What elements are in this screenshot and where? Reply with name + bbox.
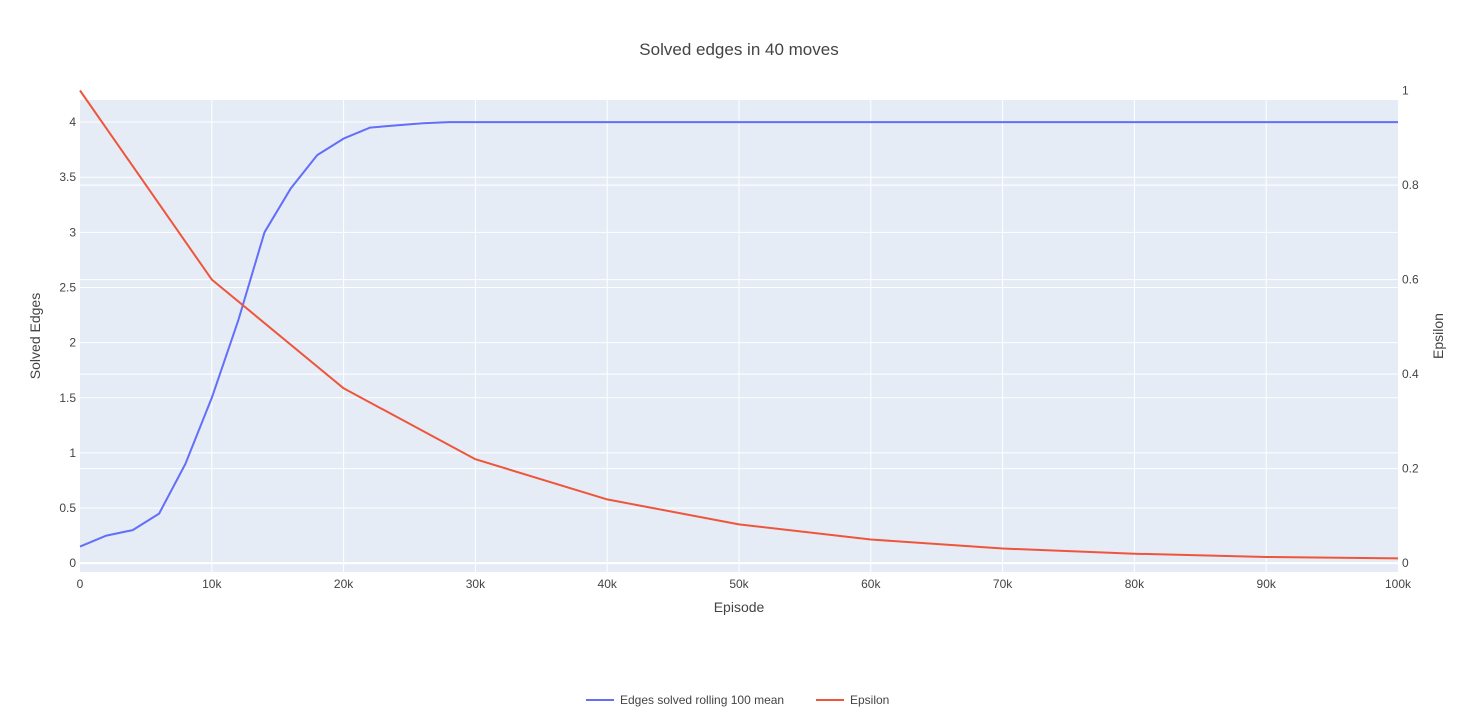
legend-label-edges: Edges solved rolling 100 mean — [620, 693, 784, 707]
legend-label-epsilon: Epsilon — [850, 693, 889, 707]
y2-tick-label: 0 — [1402, 556, 1409, 570]
x-axis-title: Episode — [714, 599, 765, 615]
y-tick-label: 0 — [69, 556, 76, 570]
tick-labels: 0 10k 20k 30k 40k 50k 60k 70k 80k 90k 100k 0 0.5 1 1.5… — [59, 84, 1419, 591]
x-tick-label: 70k — [993, 577, 1013, 591]
y-tick-label: 2.5 — [59, 280, 76, 294]
x-tick-label: 100k — [1385, 577, 1412, 591]
chart-title: Solved edges in 40 moves — [639, 40, 838, 59]
y-tick-label: 4 — [69, 115, 76, 129]
x-tick-label: 90k — [1257, 577, 1277, 591]
y-tick-label: 1 — [69, 446, 76, 460]
y2-tick-label: 0.4 — [1402, 367, 1419, 381]
x-tick-label: 80k — [1125, 577, 1145, 591]
y-tick-label: 2 — [69, 336, 76, 350]
x-tick-label: 30k — [466, 577, 486, 591]
y-tick-label: 3.5 — [59, 170, 76, 184]
series-layer — [79, 89, 1399, 560]
y2-tick-label: 0.6 — [1402, 273, 1419, 287]
legend-item-edges[interactable]: Edges solved rolling 100 mean — [586, 693, 784, 707]
legend-item-epsilon[interactable]: Epsilon — [816, 693, 889, 707]
legend: Edges solved rolling 100 mean Epsilon — [586, 693, 889, 707]
x-tick-label: 20k — [334, 577, 354, 591]
y-tick-label: 1.5 — [59, 391, 76, 405]
y-axis-title: Solved Edges — [27, 293, 43, 379]
y2-tick-label: 0.8 — [1402, 178, 1419, 192]
y-tick-label: 0.5 — [59, 501, 76, 515]
x-tick-label: 50k — [729, 577, 749, 591]
x-tick-label: 0 — [77, 577, 84, 591]
series-line-epsilon — [79, 89, 1399, 560]
series-line-edges-solved — [79, 121, 1398, 548]
y2-axis-title: Epsilon — [1430, 313, 1446, 359]
x-tick-label: 10k — [202, 577, 222, 591]
y2-tick-label: 1 — [1402, 84, 1409, 98]
grid — [80, 90, 1398, 572]
x-tick-label: 60k — [861, 577, 881, 591]
y-tick-label: 3 — [69, 225, 76, 239]
y2-tick-label: 0.2 — [1402, 462, 1419, 476]
x-tick-label: 40k — [598, 577, 618, 591]
